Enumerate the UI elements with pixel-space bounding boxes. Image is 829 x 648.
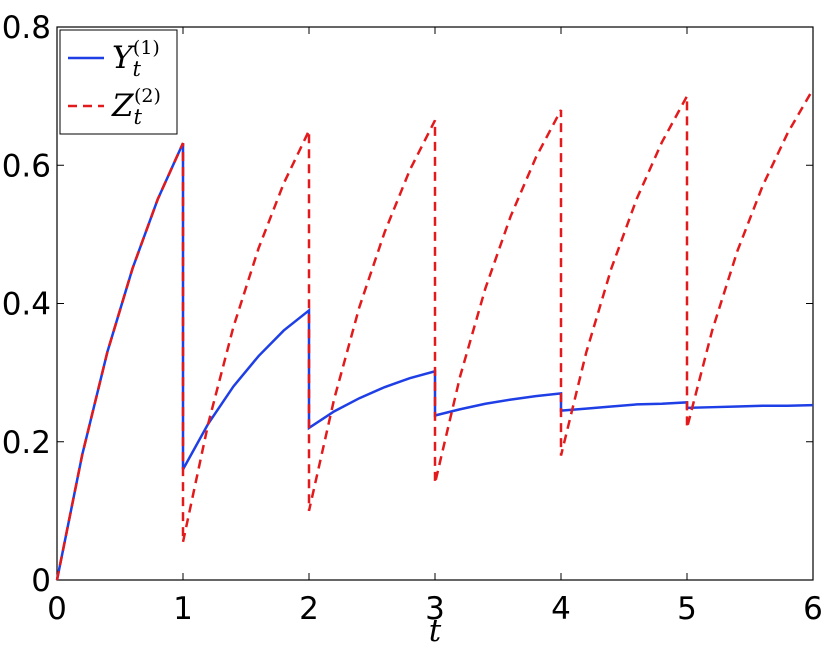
x-tick-label: 4 <box>551 591 571 627</box>
legend-label: Zt(2) <box>111 85 161 129</box>
legend-label: Yt(1) <box>112 37 160 81</box>
legend: Yt(1)Zt(2) <box>59 29 178 135</box>
x-axis-label: t <box>429 613 442 648</box>
y-tick-label: 0.2 <box>2 425 51 461</box>
y-tick-label: 0 <box>31 563 51 599</box>
x-tick-label: 0 <box>47 591 67 627</box>
y-tick-label: 0.6 <box>2 148 51 184</box>
x-tick-label: 6 <box>803 591 823 627</box>
legend-box <box>59 29 178 135</box>
data-line <box>55 88 815 581</box>
x-tick-label: 3 <box>425 591 445 627</box>
y-tick-label: 0.8 <box>2 10 51 46</box>
y-tick-label: 0.4 <box>2 287 51 323</box>
x-tick-label: 1 <box>173 591 193 627</box>
x-tick-label: 2 <box>299 591 319 627</box>
x-tick-label: 5 <box>677 591 697 627</box>
